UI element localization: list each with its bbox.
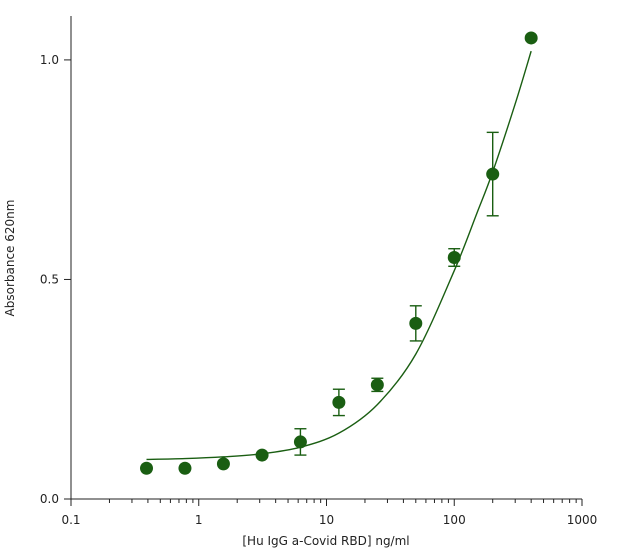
y-tick-label: 0.0 bbox=[40, 492, 59, 506]
y-tick-label: 0.5 bbox=[40, 272, 59, 286]
y-axis-ticks: 0.0 0.5 1.0 bbox=[40, 53, 71, 506]
data-point bbox=[524, 31, 538, 45]
data-point bbox=[216, 457, 230, 471]
data-point bbox=[178, 461, 192, 475]
x-tick-label: 1000 bbox=[567, 513, 598, 527]
x-tick-label: 1 bbox=[195, 513, 203, 527]
x-tick-label: 0.1 bbox=[61, 513, 80, 527]
x-tick-label: 100 bbox=[443, 513, 466, 527]
y-axis-label: Absorbance 620nm bbox=[3, 200, 17, 317]
error-bars bbox=[294, 131, 499, 456]
data-point bbox=[370, 378, 384, 392]
data-point bbox=[140, 461, 154, 475]
data-point bbox=[255, 448, 269, 462]
data-point bbox=[486, 167, 500, 181]
data-point bbox=[409, 316, 423, 330]
data-points bbox=[140, 31, 538, 475]
data-point bbox=[293, 435, 307, 449]
axes bbox=[70, 16, 582, 500]
y-tick-label: 1.0 bbox=[40, 53, 59, 67]
x-axis-label: [Hu IgG a-Covid RBD] ng/ml bbox=[242, 534, 409, 548]
data-point bbox=[447, 251, 461, 264]
data-point bbox=[332, 395, 346, 409]
x-axis-ticks: 0.1 1 10 100 1000 bbox=[61, 499, 597, 527]
x-tick-label: 10 bbox=[319, 513, 334, 527]
